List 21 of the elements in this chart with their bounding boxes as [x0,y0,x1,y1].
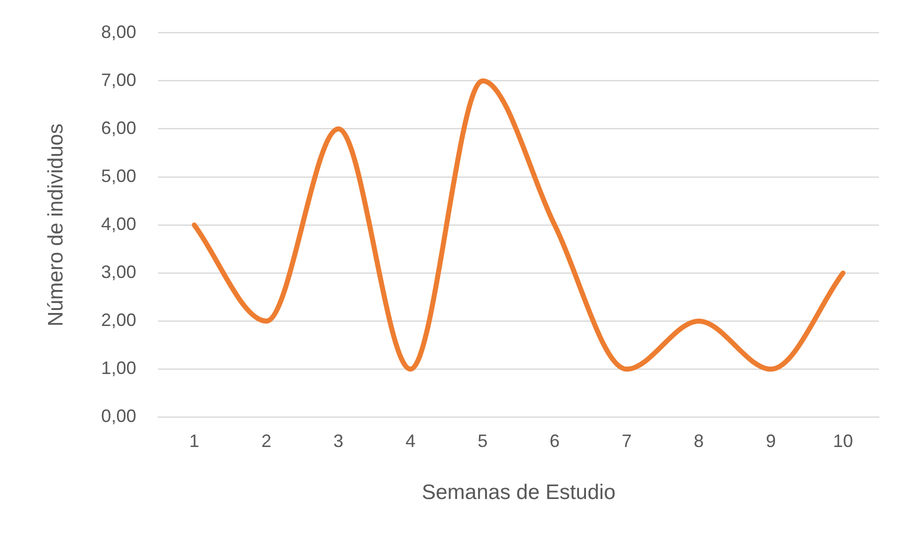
x-tick-label: 8 [694,430,704,451]
y-axis-title: Número de individuos [44,123,68,327]
y-tick-label: 3,00 [101,262,136,282]
y-tick-label: 8,00 [101,22,136,42]
x-tick-label: 10 [832,430,853,451]
x-tick-label: 5 [478,430,488,451]
x-tick-label: 7 [622,430,632,451]
x-tick-label: 4 [405,430,416,451]
y-tick-label: 7,00 [101,70,136,90]
x-tick-label: 1 [189,430,200,451]
x-axis-title: Semanas de Estudio [422,481,616,504]
x-tick-label: 2 [261,430,272,451]
y-tick-label: 0,00 [101,406,136,426]
x-tick-label: 9 [766,430,776,451]
y-tick-label: 5,00 [101,166,136,186]
y-tick-label: 1,00 [101,358,136,378]
y-tick-label: 6,00 [101,118,136,138]
y-tick-label: 2,00 [101,310,136,330]
x-tick-label: 3 [333,430,344,451]
x-tick-label: 6 [550,430,560,451]
y-tick-label: 4,00 [101,214,136,234]
